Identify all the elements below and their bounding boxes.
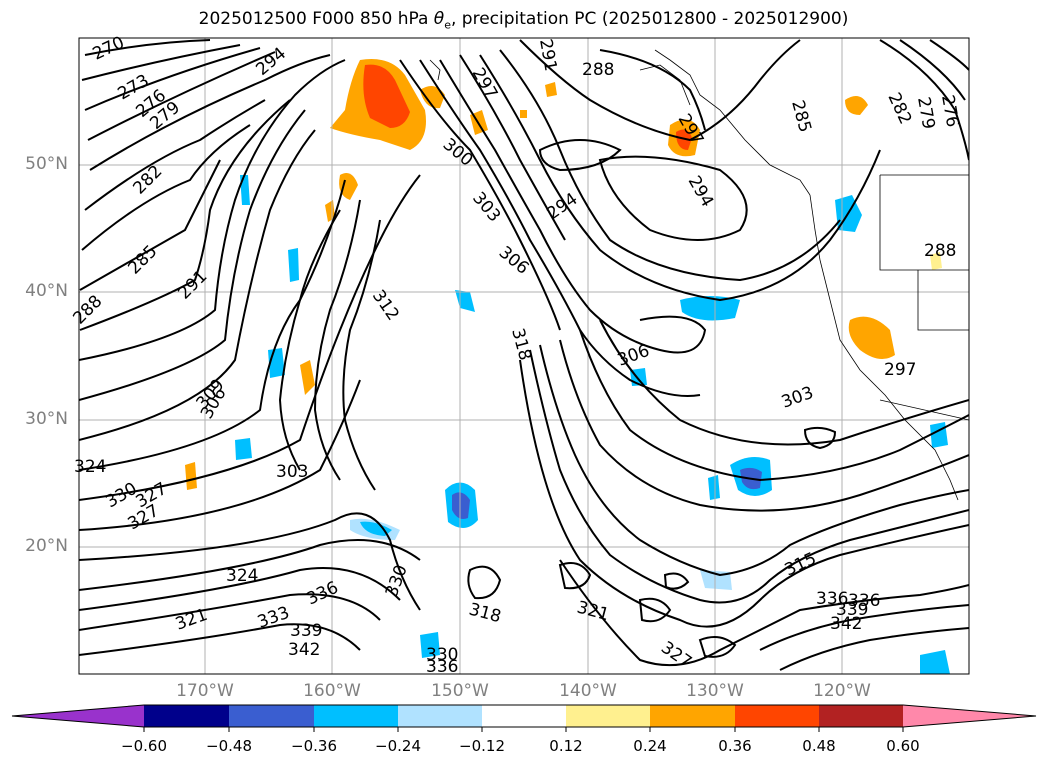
contour-label: 342 — [830, 614, 862, 634]
contour-label: 291 — [174, 266, 211, 303]
colorbar — [11, 704, 1037, 732]
colorbar-label: 0.48 — [802, 737, 836, 755]
contour-label: 282 — [883, 90, 915, 128]
coastlines — [429, 49, 969, 501]
contour-label: 339 — [836, 600, 868, 620]
colorbar-label: 0.12 — [549, 737, 583, 755]
colorbar-label: −0.24 — [375, 737, 421, 755]
contour-label: 303 — [276, 462, 308, 482]
contour-label: 297 — [468, 65, 502, 103]
contour-label: 306 — [495, 243, 533, 279]
contour-label: 270 — [90, 33, 128, 65]
contour-label: 294 — [684, 173, 718, 211]
contour-label: 330 — [103, 479, 141, 513]
lat-tick-label: 30°N — [25, 409, 68, 429]
contour-label: 303 — [468, 188, 504, 226]
contour-label: 336 — [848, 591, 880, 611]
contour-label: 279 — [913, 95, 938, 130]
contour-label: 318 — [467, 600, 504, 628]
contour-label: 333 — [255, 603, 292, 633]
map-plot-area — [79, 38, 969, 674]
colorbar-label: 0.24 — [633, 737, 667, 755]
contour-label: 324 — [226, 566, 258, 586]
lat-tick-label: 50°N — [25, 154, 68, 174]
lon-tick-label: 130°W — [686, 681, 744, 701]
contour-label: 321 — [575, 598, 612, 626]
colorbar-label: 0.60 — [886, 737, 920, 755]
contour-label: 303 — [779, 383, 816, 413]
lat-tick-label: 20°N — [25, 536, 68, 556]
colorbar-label: −0.48 — [206, 737, 252, 755]
contour-label: 327 — [125, 501, 163, 535]
contour-label: 330 — [426, 645, 458, 665]
contour-label: 276 — [937, 93, 962, 128]
lat-tick-label: 40°N — [25, 281, 68, 301]
map-title: 2025012500 F000 850 hPa θe, precipitatio… — [0, 9, 1047, 31]
colorbar-extend-low — [12, 705, 144, 727]
title-text-suffix: , precipitation PC (2025012800 - 2025012… — [450, 9, 849, 29]
title-theta-subscript: e — [444, 18, 451, 32]
contour-label: 327 — [657, 638, 695, 673]
contour-label: 336 — [426, 657, 458, 677]
contour-label: 324 — [74, 457, 106, 477]
contour-label: 288 — [582, 60, 614, 80]
colorbar-label: 0.36 — [718, 737, 752, 755]
colorbar-label: −0.60 — [121, 737, 167, 755]
theta-e-contours — [79, 39, 969, 671]
contour-label: 336 — [304, 578, 342, 610]
title-text-prefix: 2025012500 F000 850 hPa — [198, 9, 434, 29]
contour-label: 342 — [288, 640, 320, 660]
contour-label: 336 — [816, 589, 848, 609]
map-gridlines — [79, 38, 969, 674]
colorbar-extend-high — [903, 705, 1036, 727]
contour-label: 318 — [507, 326, 535, 363]
lon-tick-label: 140°W — [559, 681, 617, 701]
lon-tick-label: 160°W — [303, 681, 361, 701]
contour-label: 285 — [787, 98, 815, 135]
map-frame — [78, 37, 970, 675]
contour-label: 306 — [615, 341, 652, 371]
contour-label: 330 — [382, 562, 412, 599]
colorbar-label: −0.12 — [459, 737, 505, 755]
contour-label: 339 — [290, 621, 322, 641]
lon-tick-label: 150°W — [431, 681, 489, 701]
title-theta: θ — [433, 9, 445, 29]
lon-tick-label: 120°W — [813, 681, 871, 701]
contour-label: 288 — [924, 241, 956, 261]
contour-label: 297 — [884, 360, 916, 380]
colorbar-label: −0.36 — [291, 737, 337, 755]
lon-tick-label: 170°W — [176, 681, 234, 701]
contour-label: 291 — [535, 37, 560, 72]
